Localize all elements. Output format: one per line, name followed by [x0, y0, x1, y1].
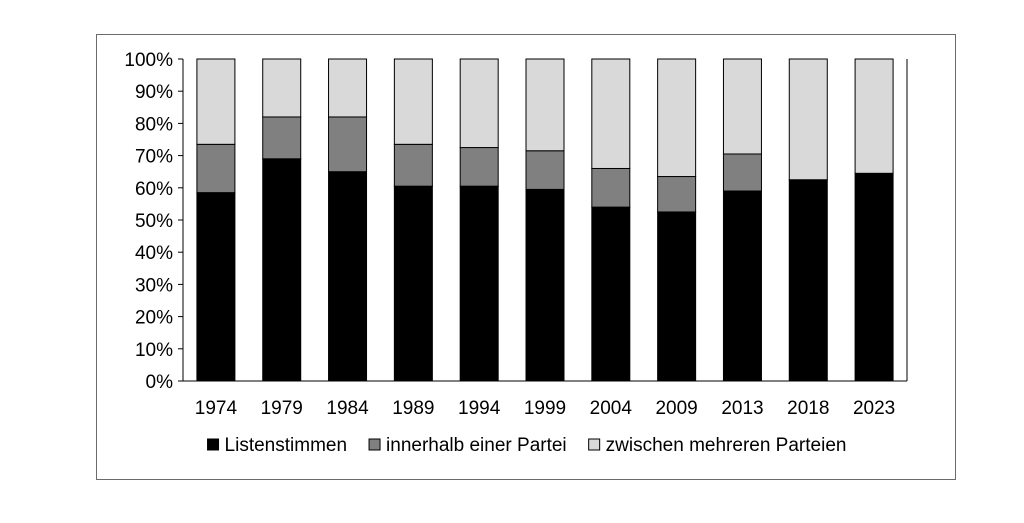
y-tick-label: 20% [135, 308, 173, 329]
bar-1994-series-1 [459, 185, 499, 382]
legend-swatch [588, 438, 601, 451]
x-tick-label: 1989 [392, 398, 434, 419]
x-tick-label: 1979 [261, 398, 303, 419]
y-tick-label: 30% [135, 275, 173, 296]
bar-2013-series-2 [722, 153, 762, 192]
bar-1984-series-2 [328, 116, 368, 173]
legend-swatch [368, 438, 381, 451]
y-tick-label: 70% [135, 147, 173, 168]
bar-1994-series-2 [459, 147, 499, 187]
bar-2013-series-3 [722, 58, 762, 155]
legend-item-3: zwischen mehreren Parteien [588, 435, 847, 456]
legend-label: innerhalb einer Partei [386, 435, 567, 456]
bar-2009-series-3 [657, 58, 697, 178]
legend-label: zwischen mehreren Parteien [606, 435, 847, 456]
bar-1994-series-3 [459, 58, 499, 149]
y-tick-label: 10% [135, 340, 173, 361]
legend-item-1: Listenstimmen [207, 435, 348, 456]
y-tick-label: 100% [124, 50, 173, 71]
bar-2004-series-1 [591, 206, 631, 382]
bar-1989-series-2 [393, 143, 433, 187]
bar-1974-series-3 [196, 58, 236, 145]
bar-2023-series-3 [854, 58, 894, 174]
bars-layer [196, 58, 894, 382]
legend: Listenstimmen innerhalb einer Partei zwisc… [207, 435, 847, 456]
legend-swatch [207, 438, 220, 451]
bar-2004-series-2 [591, 167, 631, 208]
bar-1999-series-3 [525, 58, 565, 152]
y-tick-label: 80% [135, 114, 173, 135]
bar-2009-series-1 [657, 211, 697, 382]
bar-2013-series-1 [722, 190, 762, 382]
bar-1974-series-2 [196, 143, 236, 194]
legend-label: Listenstimmen [225, 435, 348, 456]
bar-2004-series-3 [591, 58, 631, 169]
bar-1974-series-1 [196, 192, 236, 382]
x-tick-label: 1999 [524, 398, 566, 419]
bar-1999-series-1 [525, 188, 565, 382]
bar-2023-series-1 [854, 172, 894, 382]
x-tick-label: 2023 [853, 398, 895, 419]
bar-2009-series-2 [657, 176, 697, 213]
bar-1984-series-1 [328, 171, 368, 382]
y-tick-label: 40% [135, 243, 173, 264]
y-tick-label: 0% [146, 372, 174, 393]
x-tick-label: 2013 [721, 398, 763, 419]
x-tick-label: 1994 [458, 398, 501, 419]
bar-1979-series-3 [262, 58, 302, 118]
bar-1989-series-3 [393, 58, 433, 145]
bar-1989-series-1 [393, 185, 433, 382]
axis-layer: 1974 1979 1984 1989 1994 1999 2004 2009 2013 2018… [124, 50, 908, 419]
x-tick-label: 2009 [655, 398, 697, 419]
x-tick-label: 2004 [590, 398, 633, 419]
x-tick-label: 2018 [787, 398, 829, 419]
x-tick-label: 1974 [195, 398, 238, 419]
bar-1979-series-1 [262, 158, 302, 382]
stacked-bar-chart: 1974 1979 1984 1989 1994 1999 2004 2009 2013 2018… [124, 50, 908, 456]
bar-1984-series-3 [328, 58, 368, 118]
legend-item-2: innerhalb einer Partei [368, 435, 567, 456]
x-tick-label: 1984 [326, 398, 369, 419]
bar-2018-series-1 [788, 179, 828, 382]
bar-1979-series-2 [262, 116, 302, 160]
bar-2018-series-3 [788, 58, 828, 181]
y-tick-label: 50% [135, 211, 173, 232]
chart-frame: 1974 1979 1984 1989 1994 1999 2004 2009 2013 2018… [96, 34, 956, 480]
y-tick-label: 60% [135, 179, 173, 200]
bar-1999-series-2 [525, 150, 565, 190]
y-tick-label: 90% [135, 82, 173, 103]
